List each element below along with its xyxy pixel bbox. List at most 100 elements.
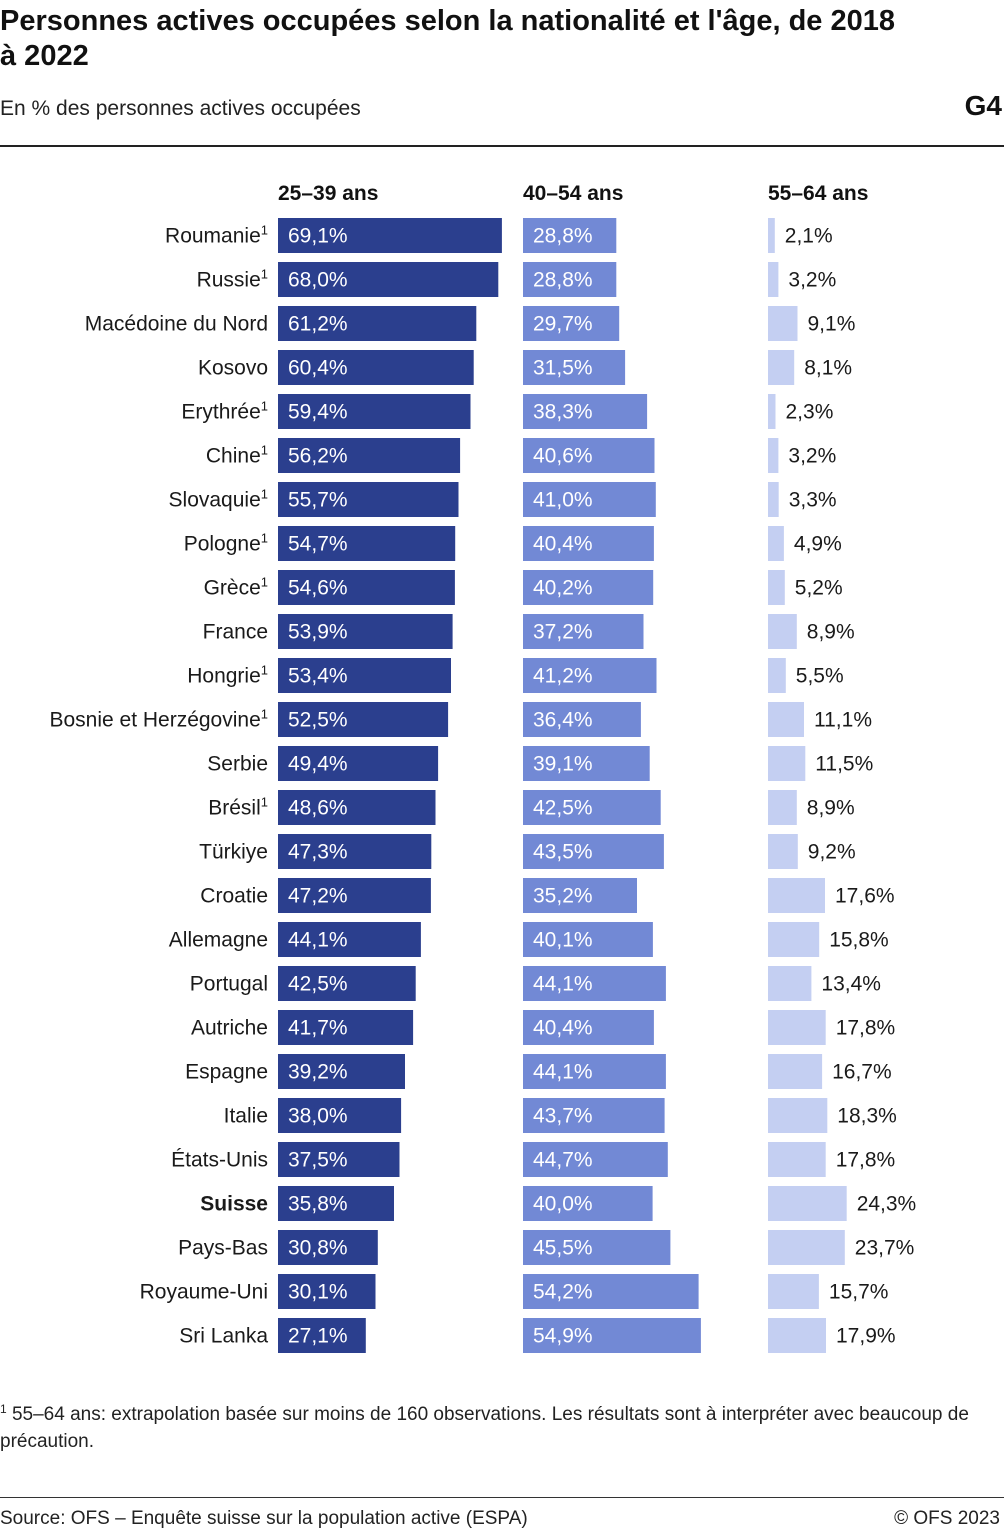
bar — [768, 1230, 845, 1265]
series-header: 40–54 ans — [523, 182, 623, 205]
data-label: 47,2% — [288, 885, 348, 908]
data-label: 40,0% — [533, 1193, 593, 1216]
bar — [278, 614, 453, 649]
category-label: Chine1 — [206, 443, 268, 468]
bar — [768, 614, 797, 649]
bar — [768, 394, 776, 429]
data-label: 28,8% — [533, 269, 593, 292]
data-label: 41,7% — [288, 1017, 348, 1040]
category-label: Espagne — [185, 1061, 268, 1084]
data-label: 56,2% — [288, 445, 348, 468]
category-label: Russie1 — [197, 267, 268, 292]
bar — [523, 1142, 668, 1177]
bar — [768, 1318, 826, 1353]
data-label: 27,1% — [288, 1325, 348, 1348]
bar — [278, 790, 436, 825]
data-label: 9,1% — [808, 313, 856, 336]
bar — [278, 482, 459, 517]
data-label: 4,9% — [794, 533, 842, 556]
bar — [278, 702, 449, 737]
category-label: Roumanie1 — [165, 223, 268, 248]
data-label: 37,2% — [533, 621, 593, 644]
bar — [278, 1186, 394, 1221]
data-label: 44,1% — [533, 1061, 593, 1084]
data-label: 17,8% — [836, 1149, 896, 1172]
category-label: Pays-Bas — [178, 1237, 268, 1260]
data-label: 54,6% — [288, 577, 348, 600]
data-label: 11,5% — [815, 753, 873, 776]
bar — [523, 746, 650, 781]
data-label: 40,1% — [533, 929, 593, 952]
data-label: 40,4% — [533, 1017, 593, 1040]
category-label: Slovaquie1 — [169, 487, 268, 512]
category-label: Serbie — [207, 753, 268, 776]
bar — [523, 570, 654, 605]
data-label: 23,7% — [855, 1237, 915, 1260]
category-label: Allemagne — [169, 929, 268, 952]
bar — [523, 790, 661, 825]
bar — [523, 922, 653, 957]
category-label: Pologne1 — [184, 531, 268, 556]
bar — [523, 1010, 654, 1045]
data-label: 39,2% — [288, 1061, 348, 1084]
category-label: Royaume-Uni — [140, 1281, 268, 1304]
category-label: Suisse — [200, 1193, 268, 1216]
bar — [523, 702, 641, 737]
bar — [523, 394, 648, 429]
bar — [278, 526, 456, 561]
category-label: États-Unis — [171, 1149, 268, 1172]
bar — [278, 1010, 414, 1045]
data-label: 42,5% — [288, 973, 348, 996]
data-label: 47,3% — [288, 841, 348, 864]
data-label: 48,6% — [288, 797, 348, 820]
data-label: 69,1% — [288, 225, 348, 248]
bar — [278, 1274, 376, 1309]
bar — [768, 658, 786, 693]
data-label: 3,3% — [789, 489, 837, 512]
data-label: 40,6% — [533, 445, 593, 468]
category-label: Kosovo — [198, 357, 268, 380]
bar-chart: 25–39 ans 40–54 ans 55–64 ans Roumanie1 69,1… — [49, 182, 916, 1353]
data-label: 68,0% — [288, 269, 348, 292]
category-label: Bosnie et Herzégovine1 — [49, 707, 268, 732]
series-header: 55–64 ans — [768, 182, 868, 205]
data-label: 29,7% — [533, 313, 593, 336]
bar — [523, 1274, 699, 1309]
data-label: 31,5% — [533, 357, 593, 380]
data-label: 40,4% — [533, 533, 593, 556]
bar — [768, 218, 775, 253]
data-label: 53,4% — [288, 665, 348, 688]
bar — [278, 218, 502, 253]
bar — [523, 438, 655, 473]
data-label: 5,5% — [796, 665, 844, 688]
bar — [523, 878, 637, 913]
data-label: 17,9% — [836, 1325, 896, 1348]
data-label: 17,6% — [835, 885, 895, 908]
bar — [523, 482, 656, 517]
bar — [278, 1054, 405, 1089]
bar — [523, 218, 617, 253]
data-label: 13,4% — [821, 973, 881, 996]
bar — [278, 966, 416, 1001]
bar — [278, 1142, 400, 1177]
category-label: Hongrie1 — [187, 663, 268, 688]
bar — [768, 746, 806, 781]
bar — [523, 834, 664, 869]
data-label: 43,5% — [533, 841, 593, 864]
bar — [278, 922, 421, 957]
data-label: 3,2% — [788, 269, 836, 292]
data-label: 30,8% — [288, 1237, 348, 1260]
bar — [523, 658, 657, 693]
data-label: 54,2% — [533, 1281, 593, 1304]
bar — [278, 262, 499, 297]
data-label: 40,2% — [533, 577, 593, 600]
bar — [768, 1010, 826, 1045]
bar — [768, 306, 798, 341]
category-label: Portugal — [190, 973, 268, 996]
category-label: Erythrée1 — [181, 399, 268, 424]
data-label: 59,4% — [288, 401, 348, 424]
data-label: 9,2% — [808, 841, 856, 864]
bar — [523, 1054, 666, 1089]
data-label: 28,8% — [533, 225, 593, 248]
bar — [278, 1318, 366, 1353]
